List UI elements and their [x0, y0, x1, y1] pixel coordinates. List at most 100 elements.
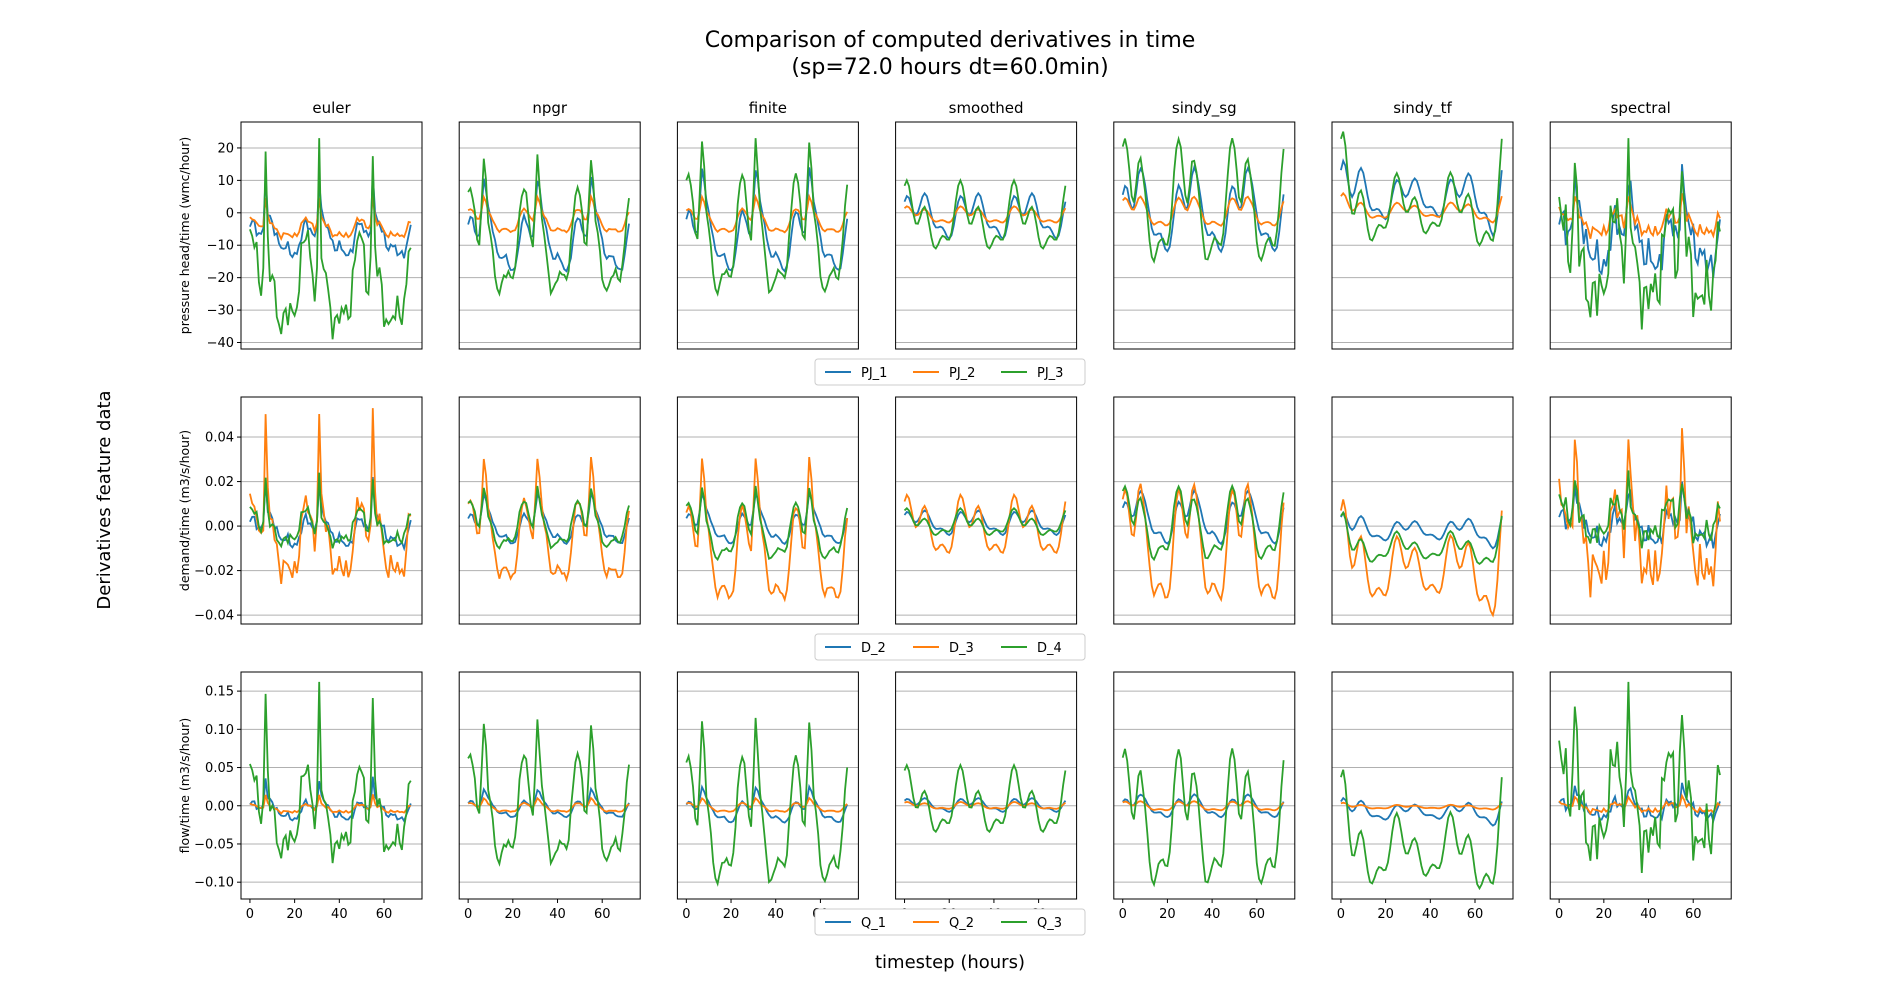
ytick-label: 10 — [217, 174, 234, 189]
ytick-label: 0.00 — [205, 799, 234, 814]
series-line-D_4-sindy_sg — [1121, 483, 1285, 562]
legend-frame — [814, 358, 1086, 386]
series-line-PJ_3-finite — [685, 138, 849, 297]
legend-label-D_4: D_4 — [1037, 641, 1062, 656]
panel-spectral-row1: spectral — [1549, 99, 1732, 350]
legend-frame — [814, 908, 1086, 936]
series-line-PJ_3-sindy_sg — [1121, 135, 1285, 264]
series-line-Q_1-spectral — [1558, 782, 1721, 825]
series-line-PJ_3-spectral — [1558, 138, 1721, 330]
series-line-PJ_1-sindy_tf — [1340, 158, 1503, 238]
panel-smoothed-row1: smoothed — [895, 99, 1078, 350]
legend-label-Q_3: Q_3 — [1037, 916, 1062, 931]
series-line-D_4-sindy_tf — [1340, 510, 1503, 566]
legend-row3: Q_1 Q_2 Q_3 — [814, 908, 1086, 936]
series-line-Q_2-finite — [686, 796, 848, 813]
series-line-PJ_3-sindy_tf — [1340, 131, 1503, 247]
xtick-label: 40 — [549, 907, 566, 922]
series-line-D_4-finite — [685, 485, 849, 562]
column-title-euler: euler — [312, 99, 351, 117]
panel-grid: euler 20 10 0 −10 −20 −30 −40 pressure head/time… — [177, 99, 1732, 936]
xtick-label: 0 — [1119, 907, 1127, 922]
panel-frame — [1331, 396, 1514, 625]
panel-frame — [458, 396, 641, 625]
panel-euler-row2: 0.04 0.02 0.00 −0.02 −0.04 demand/time (m3/s/… — [177, 396, 423, 625]
panel-sindy_sg-row1: sindy_sg — [1113, 99, 1296, 350]
series-line-PJ_3-npgr — [467, 154, 630, 297]
panel-sindy_tf-row3: 0 20 40 60 — [1331, 671, 1514, 922]
series-line-D_4-euler — [249, 472, 412, 549]
row-ylabel: demand/time (m3/s/hour) — [177, 430, 192, 591]
series-line-Q_2-spectral — [1558, 793, 1721, 816]
ytick-label: −0.04 — [194, 609, 234, 624]
series-line-D_3-euler — [249, 408, 412, 584]
panel-frame — [895, 396, 1078, 625]
legend-label-PJ_1: PJ_1 — [861, 366, 887, 381]
ytick-label: 0.04 — [205, 431, 234, 446]
figure-title-line1: Comparison of computed derivatives in ti… — [705, 28, 1196, 53]
series-line-Q_1-sindy_tf — [1340, 796, 1503, 827]
column-title-sindy_sg: sindy_sg — [1172, 99, 1237, 118]
row-ylabel: pressure head/time (wmc/hour) — [177, 137, 192, 334]
series-line-PJ_2-spectral — [1558, 193, 1721, 239]
ytick-label: −30 — [207, 304, 234, 319]
xtick-label: 0 — [464, 907, 472, 922]
series-line-Q_3-npgr — [467, 719, 630, 867]
row-ylabel: flow/time (m3/s/hour) — [177, 718, 192, 854]
panel-npgr-row2 — [458, 396, 641, 625]
series-line-Q_2-npgr — [467, 796, 630, 813]
panel-frame — [1113, 671, 1296, 900]
series-line-D_3-smoothed — [903, 492, 1067, 555]
ytick-label: −0.02 — [194, 564, 234, 579]
panel-smoothed-row2 — [895, 396, 1078, 625]
xtick-label: 40 — [767, 907, 784, 922]
panel-frame — [458, 671, 641, 900]
series-line-Q_2-smoothed — [904, 800, 1066, 810]
series-line-D_4-spectral — [1558, 470, 1721, 549]
panel-frame — [240, 121, 423, 350]
series-line-Q_1-smoothed — [903, 797, 1067, 813]
series-line-PJ_2-sindy_sg — [1122, 195, 1285, 227]
column-title-finite: finite — [749, 99, 787, 117]
xtick-label: 20 — [505, 907, 522, 922]
xtick-label: 60 — [376, 907, 393, 922]
series-line-D_3-spectral — [1558, 428, 1721, 598]
column-title-smoothed: smoothed — [949, 99, 1024, 117]
panel-frame — [240, 396, 423, 625]
ytick-label: 0 — [226, 206, 234, 221]
legend-frame — [814, 633, 1086, 661]
series-line-D_2-smoothed — [903, 509, 1067, 537]
xtick-label: 20 — [286, 907, 303, 922]
panel-npgr-row1: npgr — [458, 99, 641, 350]
series-line-Q_3-finite — [685, 717, 849, 887]
xtick-label: 0 — [1555, 907, 1563, 922]
panel-euler-row1: euler 20 10 0 −10 −20 −30 −40 pressure head/time… — [177, 99, 423, 351]
legend-label-PJ_3: PJ_3 — [1037, 366, 1063, 381]
series-line-PJ_1-smoothed — [903, 191, 1067, 241]
panel-sindy_sg-row2 — [1113, 396, 1296, 625]
panel-frame — [1549, 671, 1732, 900]
ytick-label: 0.10 — [205, 723, 234, 738]
xtick-label: 40 — [1640, 907, 1657, 922]
ytick-label: −20 — [207, 271, 234, 286]
series-line-PJ_2-smoothed — [903, 205, 1067, 224]
series-line-Q_3-sindy_sg — [1121, 748, 1285, 888]
panel-frame — [1331, 671, 1514, 900]
xtick-label: 0 — [1337, 907, 1345, 922]
panel-npgr-row3: 0 20 40 60 — [458, 671, 641, 922]
xtick-label: 40 — [1204, 907, 1221, 922]
ytick-label: −0.10 — [194, 876, 234, 891]
legend-row2: D_2 D_3 D_4 — [814, 633, 1086, 661]
series-line-PJ_3-smoothed — [903, 177, 1067, 250]
panel-frame — [676, 121, 859, 350]
panel-finite-row1: finite — [676, 99, 859, 350]
series-line-PJ_3-euler — [249, 138, 412, 340]
legend-label-D_2: D_2 — [861, 641, 886, 656]
panel-frame — [895, 121, 1078, 350]
panel-frame — [1549, 396, 1732, 625]
series-line-Q_3-spectral — [1558, 681, 1721, 874]
ytick-label: 0.02 — [205, 475, 234, 490]
series-line-D_3-finite — [685, 457, 849, 603]
xtick-label: 60 — [594, 907, 611, 922]
